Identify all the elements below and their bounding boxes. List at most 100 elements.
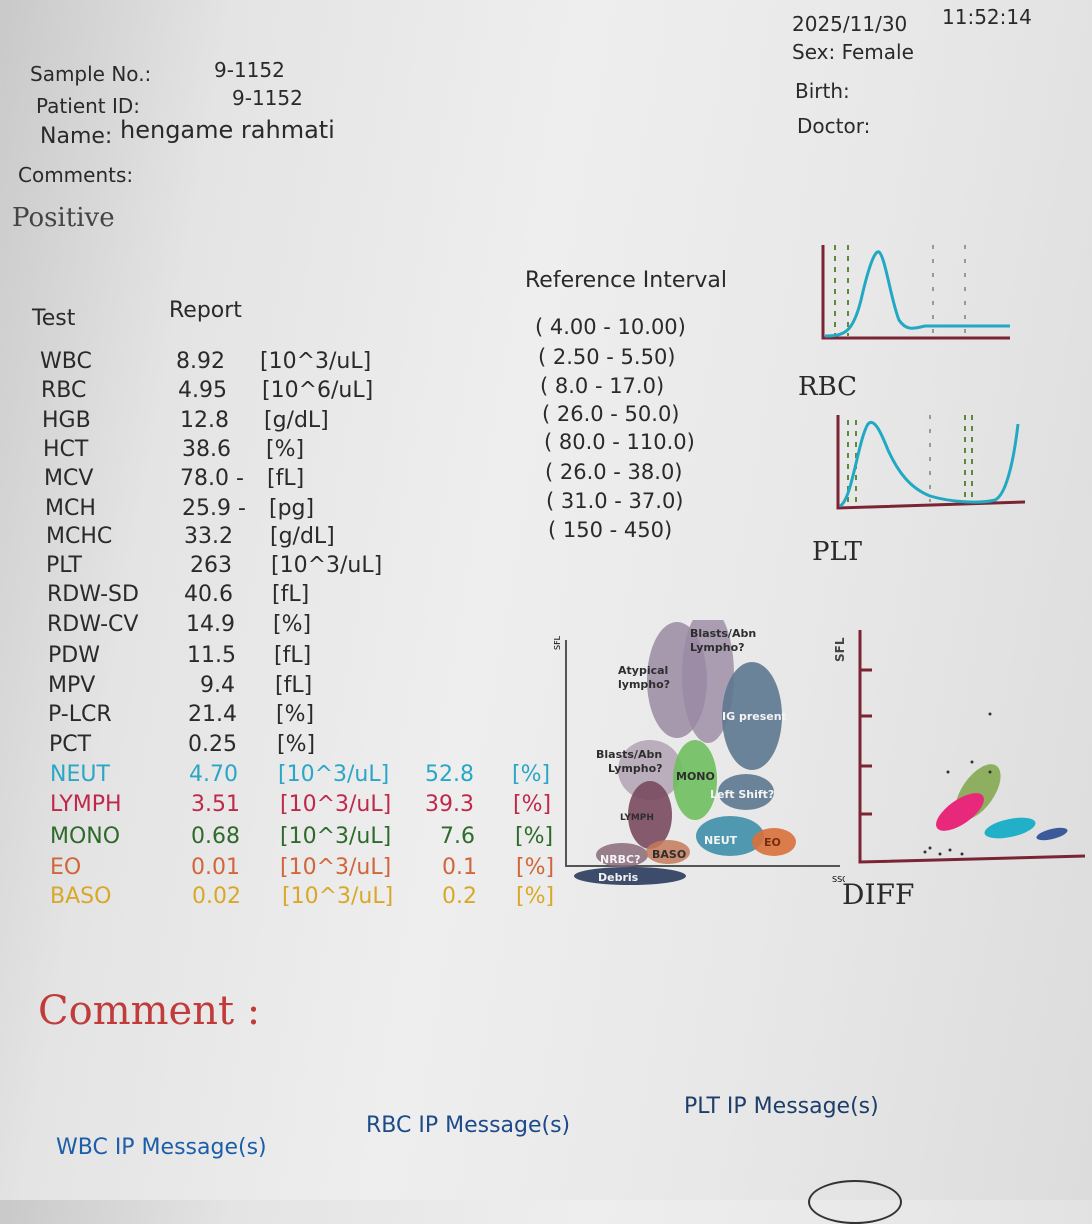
lymph-region xyxy=(628,781,672,849)
test-value: 4.70 xyxy=(189,762,238,787)
test-value: 38.6 xyxy=(182,437,231,462)
test-unit: [%] xyxy=(276,702,315,727)
wbc-histogram xyxy=(821,245,1010,340)
result-row: P-LCR 21.4 [%] xyxy=(48,702,608,732)
test-value: 263 xyxy=(190,553,232,578)
test-unit: [%] xyxy=(266,437,305,462)
histogram-threshold-lines xyxy=(834,245,849,336)
result-row: PDW 11.5 [fL] xyxy=(48,643,608,673)
comment-heading: Comment : xyxy=(38,988,261,1034)
diff-scattergram-legend: SFL SSC Blasts/Abn Lympho? Atypical lymp… xyxy=(553,620,845,885)
test-unit: [10^3/uL] xyxy=(280,855,392,880)
test-name: RDW-SD xyxy=(47,582,139,607)
test-value: 21.4 xyxy=(188,702,237,727)
patient-id-label: Patient ID: xyxy=(36,94,141,118)
test-value: 0.68 xyxy=(191,824,240,849)
result-row: MCHC 33.2 [g/dL] xyxy=(46,524,606,554)
test-unit: [10^3/uL] xyxy=(280,792,392,817)
blasts-top-label: Blasts/Abn xyxy=(690,627,756,640)
test-name: LYMPH xyxy=(50,792,122,817)
test-unit: [g/dL] xyxy=(264,408,329,433)
eo-cluster xyxy=(1036,827,1068,841)
test-value: 12.8 xyxy=(180,408,229,433)
stamp-outline xyxy=(808,1180,902,1224)
result-row: MPV 9.4 [fL] xyxy=(48,673,608,703)
test-unit: [fL] xyxy=(275,673,313,698)
reference-column-header: Reference Interval xyxy=(525,268,728,293)
test-name: PLT xyxy=(46,553,82,578)
name-label: Name: xyxy=(40,124,113,149)
reference-interval: ( 80.0 - 110.0) xyxy=(544,430,695,454)
axis-label-sfl: SFL xyxy=(833,637,847,662)
baso-region xyxy=(646,840,690,864)
test-percent: 39.3 xyxy=(425,792,474,817)
ig-present-region xyxy=(722,662,782,770)
rbc-graph-label: RBC xyxy=(798,372,858,402)
comments-value: Positive xyxy=(12,203,115,233)
test-percent-unit: [%] xyxy=(516,884,555,909)
test-name: MONO xyxy=(50,824,121,849)
scatter-axis xyxy=(565,640,840,867)
test-name: P-LCR xyxy=(48,702,112,727)
debris-region xyxy=(574,867,686,885)
patient-id-value: 9-1152 xyxy=(232,86,303,110)
test-unit: [%] xyxy=(277,732,316,757)
test-unit: [10^6/uL] xyxy=(262,378,374,403)
axis-label-ssc: SSC xyxy=(832,875,845,884)
test-unit: [g/dL] xyxy=(270,524,335,549)
test-value: 4.95 xyxy=(178,378,227,403)
nrbc-label: NRBC? xyxy=(600,853,641,866)
reference-interval: ( 26.0 - 50.0) xyxy=(542,402,680,426)
ig-present-label: IG present xyxy=(722,710,787,723)
test-value: 40.6 xyxy=(184,582,233,607)
histogram-curve xyxy=(824,250,1010,338)
atypical-label: Atypical xyxy=(618,664,668,677)
test-percent-unit: [%] xyxy=(515,824,554,849)
eo-region xyxy=(752,828,796,856)
nrbc-region xyxy=(596,843,648,867)
plt-ip-message-label: PLT IP Message(s) xyxy=(684,1094,879,1119)
axis-label-sfl: SFL xyxy=(553,635,562,650)
test-unit: [pg] xyxy=(269,496,315,521)
test-value: 11.5 xyxy=(187,643,236,668)
test-percent-unit: [%] xyxy=(513,792,552,817)
scatter-axis xyxy=(858,630,1086,864)
result-row-mono: MONO 0.68 [10^3/uL] 7.6 [%] xyxy=(50,824,610,854)
test-percent: 52.8 xyxy=(425,762,474,787)
result-row-lymph: LYMPH 3.51 [10^3/uL] 39.3 [%] xyxy=(50,792,610,822)
test-value: 9.4 xyxy=(200,673,235,698)
test-unit: [10^3/uL] xyxy=(271,553,383,578)
result-row: MCH 25.9 - [pg] xyxy=(45,496,605,526)
test-name: PDW xyxy=(48,643,100,668)
reference-interval: ( 4.00 - 10.00) xyxy=(535,315,686,339)
result-row: RBC 4.95 [10^6/uL] xyxy=(41,378,601,408)
test-value: 33.2 xyxy=(184,524,233,549)
test-name: WBC xyxy=(40,349,92,374)
doctor-field: Doctor: xyxy=(797,114,871,138)
comments-label: Comments: xyxy=(18,163,134,187)
test-column-header: Test xyxy=(32,306,76,331)
test-name: HCT xyxy=(43,437,89,462)
reference-interval: ( 150 - 450) xyxy=(548,518,673,542)
neut-label: NEUT xyxy=(704,834,738,847)
test-unit: [%] xyxy=(273,612,312,637)
mono-label: MONO xyxy=(676,770,715,783)
left-shift-label: Left Shift? xyxy=(710,788,774,801)
test-unit: [10^3/uL] xyxy=(278,762,390,787)
result-row: HCT 38.6 [%] xyxy=(43,437,603,467)
reference-interval: ( 26.0 - 38.0) xyxy=(545,460,683,484)
test-percent: 0.1 xyxy=(442,855,477,880)
test-value: 78.0 - xyxy=(180,466,244,491)
test-percent: 0.2 xyxy=(442,884,477,909)
test-name: EO xyxy=(50,855,82,880)
blasts-mid-label-2: Lympho? xyxy=(608,762,663,775)
result-row: PCT 0.25 [%] xyxy=(49,732,609,762)
sample-value: 9-1152 xyxy=(214,58,285,82)
result-row: RDW-CV 14.9 [%] xyxy=(47,612,607,642)
result-row: PLT 263 [10^3/uL] xyxy=(46,553,606,583)
histogram-curve xyxy=(838,421,1020,508)
test-value: 14.9 xyxy=(186,612,235,637)
reference-interval: ( 2.50 - 5.50) xyxy=(538,345,676,369)
left-shift-region xyxy=(718,774,774,810)
test-name: MCH xyxy=(45,496,96,521)
